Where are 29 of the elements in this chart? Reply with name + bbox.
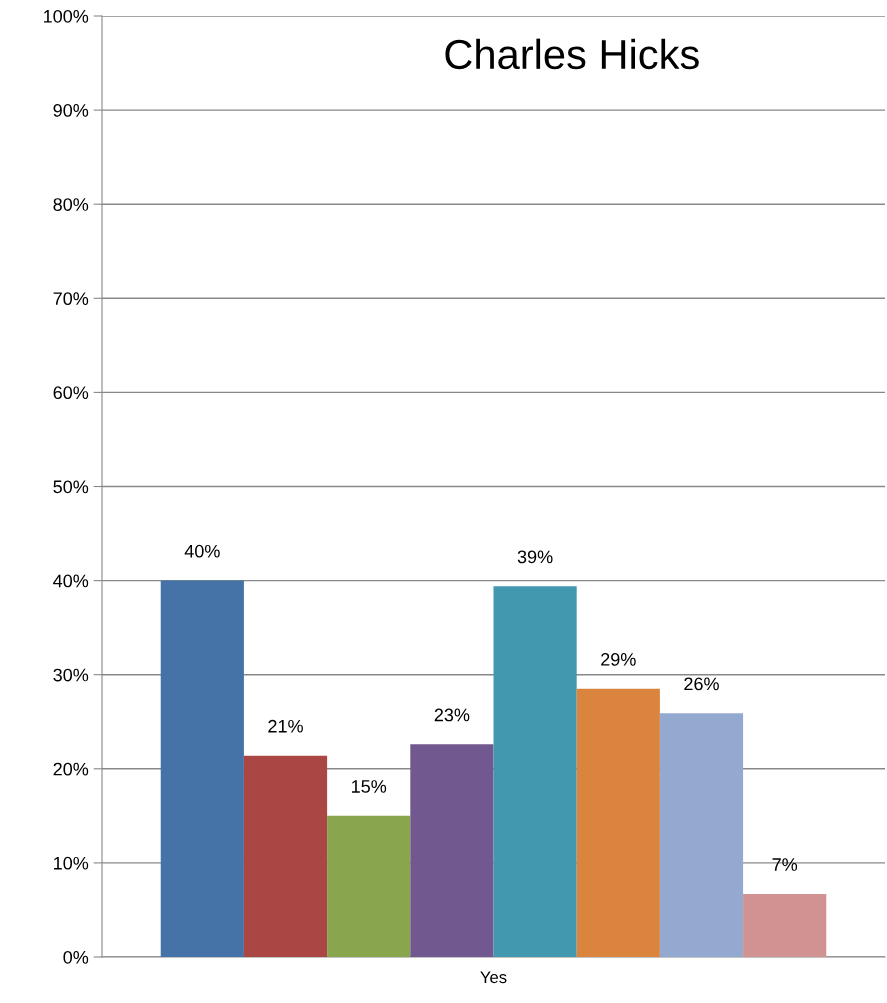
bar bbox=[493, 586, 577, 957]
data-label: 29% bbox=[601, 653, 636, 666]
bar bbox=[743, 893, 827, 957]
bar bbox=[659, 713, 744, 957]
bar bbox=[160, 580, 244, 957]
y-tick-label: 20% bbox=[53, 762, 89, 776]
data-label: 26% bbox=[684, 677, 719, 691]
y-tick-label: 50% bbox=[53, 480, 89, 494]
y-tick-label: 70% bbox=[53, 292, 89, 306]
y-tick-label: 80% bbox=[53, 198, 89, 211]
bar bbox=[576, 688, 660, 957]
x-tick-label: Yes bbox=[480, 971, 507, 984]
data-label: 7% bbox=[772, 858, 798, 871]
data-label: 40% bbox=[184, 544, 220, 558]
bar bbox=[243, 755, 328, 957]
data-label: 21% bbox=[268, 719, 303, 733]
bar bbox=[410, 744, 494, 957]
y-tick-label: 10% bbox=[54, 856, 89, 870]
data-label: 39% bbox=[517, 550, 553, 564]
y-tick-label: 90% bbox=[53, 104, 89, 117]
y-tick-label: 40% bbox=[53, 574, 89, 588]
chart-title: Charles Hicks bbox=[445, 38, 699, 70]
y-tick-label: 0% bbox=[63, 950, 89, 964]
data-label: 15% bbox=[352, 780, 387, 793]
bar bbox=[327, 815, 411, 957]
data-label: 23% bbox=[434, 708, 470, 722]
y-tick-label: 60% bbox=[53, 386, 89, 400]
y-tick-label: 30% bbox=[53, 668, 89, 682]
y-tick-label: 100% bbox=[44, 9, 89, 23]
